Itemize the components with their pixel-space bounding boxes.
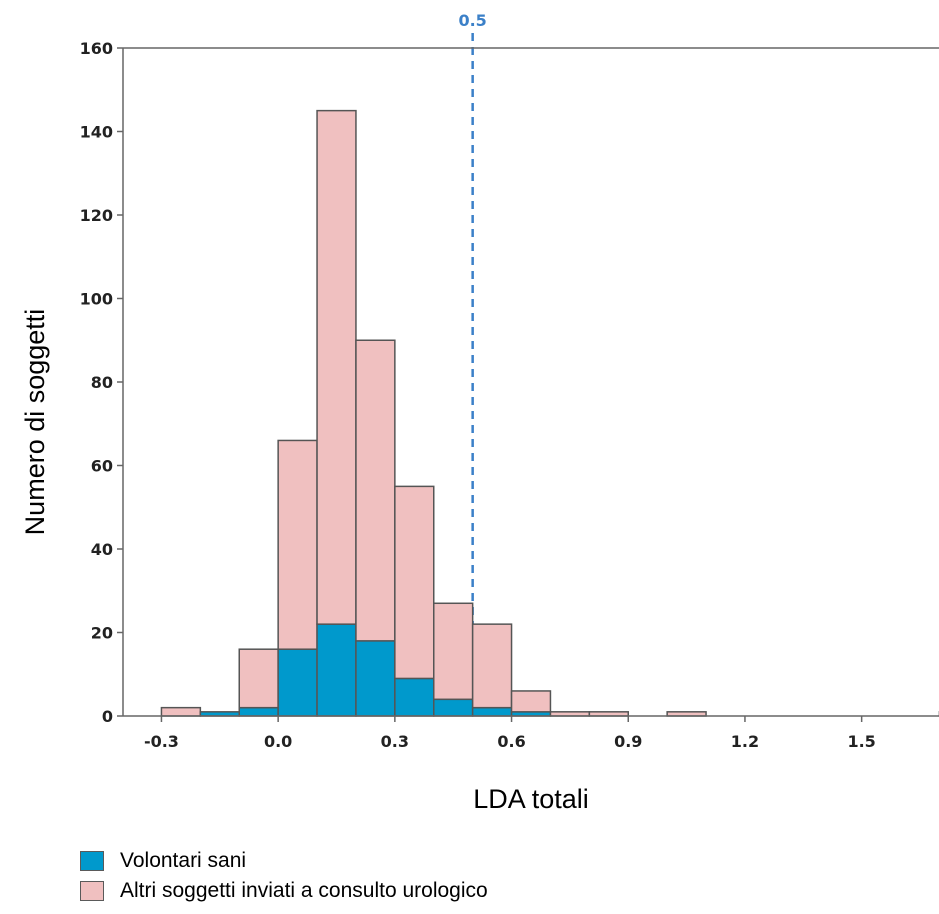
y-tick-label-160: 160 bbox=[80, 39, 113, 58]
bars-group bbox=[160, 109, 939, 717]
axes-group bbox=[122, 47, 939, 717]
legend-swatch-altri bbox=[80, 881, 104, 901]
legend-label-altri: Altri soggetti inviati a consulto urolog… bbox=[120, 879, 488, 902]
y-tick-label-0: 0 bbox=[102, 707, 113, 726]
bar-volontari-4 bbox=[316, 623, 357, 717]
reference-line-label: 0.5 bbox=[458, 11, 486, 30]
bar-volontari-5 bbox=[355, 640, 396, 717]
x-tick-label-4: 0.9 bbox=[614, 732, 642, 751]
x-axis-title: LDA totali bbox=[473, 784, 589, 814]
x-tick-label-1: 0.0 bbox=[264, 732, 292, 751]
x-tick-label-2: 0.3 bbox=[381, 732, 409, 751]
legend-item-volontari: Volontari sani bbox=[80, 846, 488, 876]
reference-line-group: 0.5 bbox=[458, 11, 487, 716]
x-tick-label-0: -0.3 bbox=[144, 732, 179, 751]
bar-altri-8 bbox=[471, 623, 513, 709]
y-tick-label-100: 100 bbox=[80, 290, 113, 309]
bar-altri-6 bbox=[394, 485, 435, 680]
bar-volontari-6 bbox=[394, 677, 435, 717]
y-tick-label-40: 40 bbox=[91, 540, 113, 559]
bar-altri-0 bbox=[160, 706, 202, 717]
bar-altri-5 bbox=[355, 339, 396, 642]
legend-item-altri: Altri soggetti inviati a consulto urolog… bbox=[80, 876, 488, 906]
y-tick-label-140: 140 bbox=[80, 123, 113, 142]
x-tick-label-6: 1.5 bbox=[847, 732, 875, 751]
x-tick-label-5: 1.2 bbox=[731, 732, 759, 751]
bar-volontari-2 bbox=[238, 706, 279, 717]
y-tick-label-60: 60 bbox=[91, 457, 113, 476]
y-axis-title: Numero di soggetti bbox=[20, 309, 50, 536]
bar-volontari-3 bbox=[277, 648, 318, 717]
bar-altri-2 bbox=[238, 648, 279, 709]
y-tick-label-120: 120 bbox=[80, 206, 113, 225]
bar-volontari-7 bbox=[433, 698, 474, 717]
y-tick-label-80: 80 bbox=[91, 373, 113, 392]
y-tick-label-20: 20 bbox=[91, 624, 113, 643]
bar-volontari-8 bbox=[471, 706, 513, 717]
legend-swatch-volontari bbox=[80, 851, 104, 871]
x-tick-label-3: 0.6 bbox=[497, 732, 525, 751]
ticks-group: 0 20 40 60 80 100 120 140 160 -0.3 0.0 0.3 0.6 0.9 1.2… bbox=[80, 39, 876, 751]
legend: Volontari sani Altri soggetti inviati a … bbox=[80, 846, 488, 906]
legend-label-volontari: Volontari sani bbox=[120, 849, 247, 872]
bar-altri-7 bbox=[433, 602, 474, 701]
bar-altri-9 bbox=[510, 690, 552, 713]
bar-altri-3 bbox=[277, 439, 318, 650]
bar-altri-4 bbox=[316, 109, 357, 625]
